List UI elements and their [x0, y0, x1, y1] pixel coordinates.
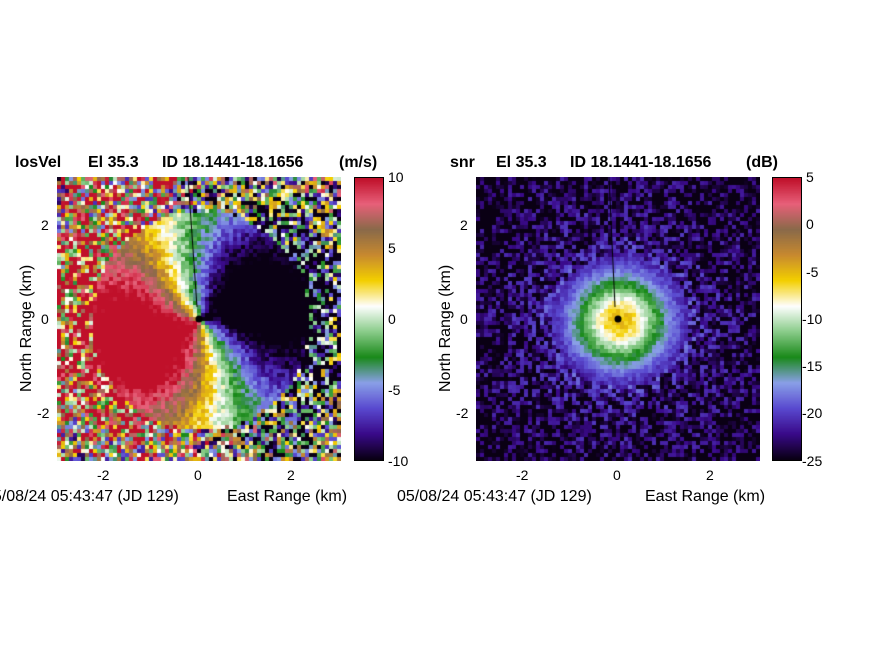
- losvel-ytick: -2: [37, 405, 50, 421]
- losvel-cbtick: 5: [388, 240, 396, 256]
- snr-cbtick: -25: [802, 453, 823, 469]
- losvel-ytick: 0: [41, 311, 49, 327]
- snr-colorbar: [773, 178, 801, 460]
- snr-timestamp: 05/08/24 05:43:47 (JD 129): [397, 488, 592, 505]
- snr-ytick: -2: [456, 405, 469, 421]
- losvel-title-unit: (m/s): [339, 154, 378, 171]
- snr-cbtick: -20: [802, 405, 823, 421]
- losvel-colorbar: [355, 178, 383, 460]
- losvel-ytick: 2: [41, 217, 49, 233]
- snr-cbtick: -5: [806, 264, 819, 280]
- snr-title-var: snr: [450, 154, 475, 171]
- snr-title-el: El 35.3: [496, 154, 547, 171]
- snr-ytick: 0: [460, 311, 468, 327]
- losvel-xtick: 0: [194, 467, 202, 483]
- losvel-cbtick: 10: [388, 169, 404, 185]
- snr-heatmap: [476, 177, 760, 461]
- snr-ylabel: North Range (km): [437, 264, 454, 392]
- snr-colorbar-frame: [772, 177, 802, 461]
- snr-cbtick: -10: [802, 311, 823, 327]
- losvel-title-id: ID 18.1441-18.1656: [162, 154, 304, 171]
- losvel-cbtick: 0: [388, 311, 396, 327]
- losvel-timestamp: 05/08/24 05:43:47 (JD 129): [0, 488, 179, 505]
- losvel-xtick: 2: [287, 467, 295, 483]
- snr-cbtick: 5: [806, 169, 814, 185]
- losvel-title-el: El 35.3: [88, 154, 139, 171]
- snr-xtick: 2: [706, 467, 714, 483]
- snr-cbtick: -15: [802, 358, 823, 374]
- snr-title-unit: (dB): [746, 154, 778, 171]
- snr-xtick: -2: [516, 467, 529, 483]
- snr-xlabel: East Range (km): [645, 488, 766, 505]
- snr-cbtick: 0: [806, 216, 814, 232]
- snr-xtick: 0: [613, 467, 621, 483]
- snr-ytick: 2: [460, 217, 468, 233]
- losvel-cbtick: -10: [388, 453, 409, 469]
- losvel-xtick: -2: [97, 467, 110, 483]
- losvel-title-var: losVel: [15, 154, 62, 171]
- losvel-heatmap: [57, 177, 341, 461]
- snr-title-id: ID 18.1441-18.1656: [570, 154, 712, 171]
- losvel-ylabel: North Range (km): [18, 264, 35, 392]
- losvel-cbtick: -5: [388, 382, 401, 398]
- losvel-colorbar-frame: [354, 177, 384, 461]
- losvel-xlabel: East Range (km): [227, 488, 348, 505]
